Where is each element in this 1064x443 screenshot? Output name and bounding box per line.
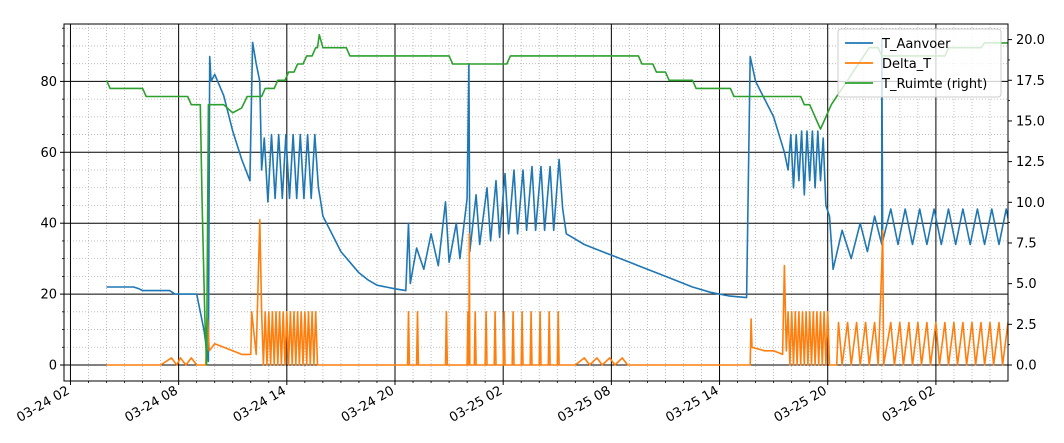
series-line — [106, 38, 1008, 363]
right-axis-tick-label: 10.0 — [1016, 196, 1045, 211]
left-axis-tick-label: 40 — [40, 217, 57, 232]
series-layer — [105, 33, 1008, 366]
series-line — [105, 33, 1008, 366]
right-axis-tick-label: 20.0 — [1016, 33, 1045, 48]
left-axis-tick-label: 80 — [40, 75, 57, 90]
right-axis-tick-label: 2.5 — [1016, 318, 1037, 333]
legend: T_Aanvoer Delta_T T_Ruimte (right) — [837, 28, 1002, 98]
legend-label: T_Ruimte (right) — [881, 77, 987, 92]
left-y-axis: 0 20 40 60 80 — [40, 27, 64, 374]
series-line — [106, 218, 1008, 366]
right-y-axis: 0.0 2.5 5.0 7.5 10.0 12.5 15.0 17.5 20.0 — [1008, 33, 1045, 374]
right-axis-tick-label: 0.0 — [1016, 359, 1037, 374]
legend-label: T_Aanvoer — [881, 37, 951, 52]
left-axis-tick-label: 0 — [49, 359, 57, 374]
left-axis-tick-label: 60 — [40, 146, 57, 161]
right-axis-tick-label: 17.5 — [1016, 74, 1045, 89]
legend-box — [837, 28, 1002, 98]
right-axis-tick-label: 5.0 — [1016, 277, 1037, 292]
right-axis-tick-label: 12.5 — [1016, 155, 1045, 170]
right-axis-tick-label: 15.0 — [1016, 114, 1045, 129]
minor-grid — [64, 24, 1008, 381]
right-axis-tick-label: 7.5 — [1016, 236, 1037, 251]
left-axis-tick-label: 20 — [40, 288, 57, 303]
legend-label: Delta_T — [882, 57, 931, 72]
